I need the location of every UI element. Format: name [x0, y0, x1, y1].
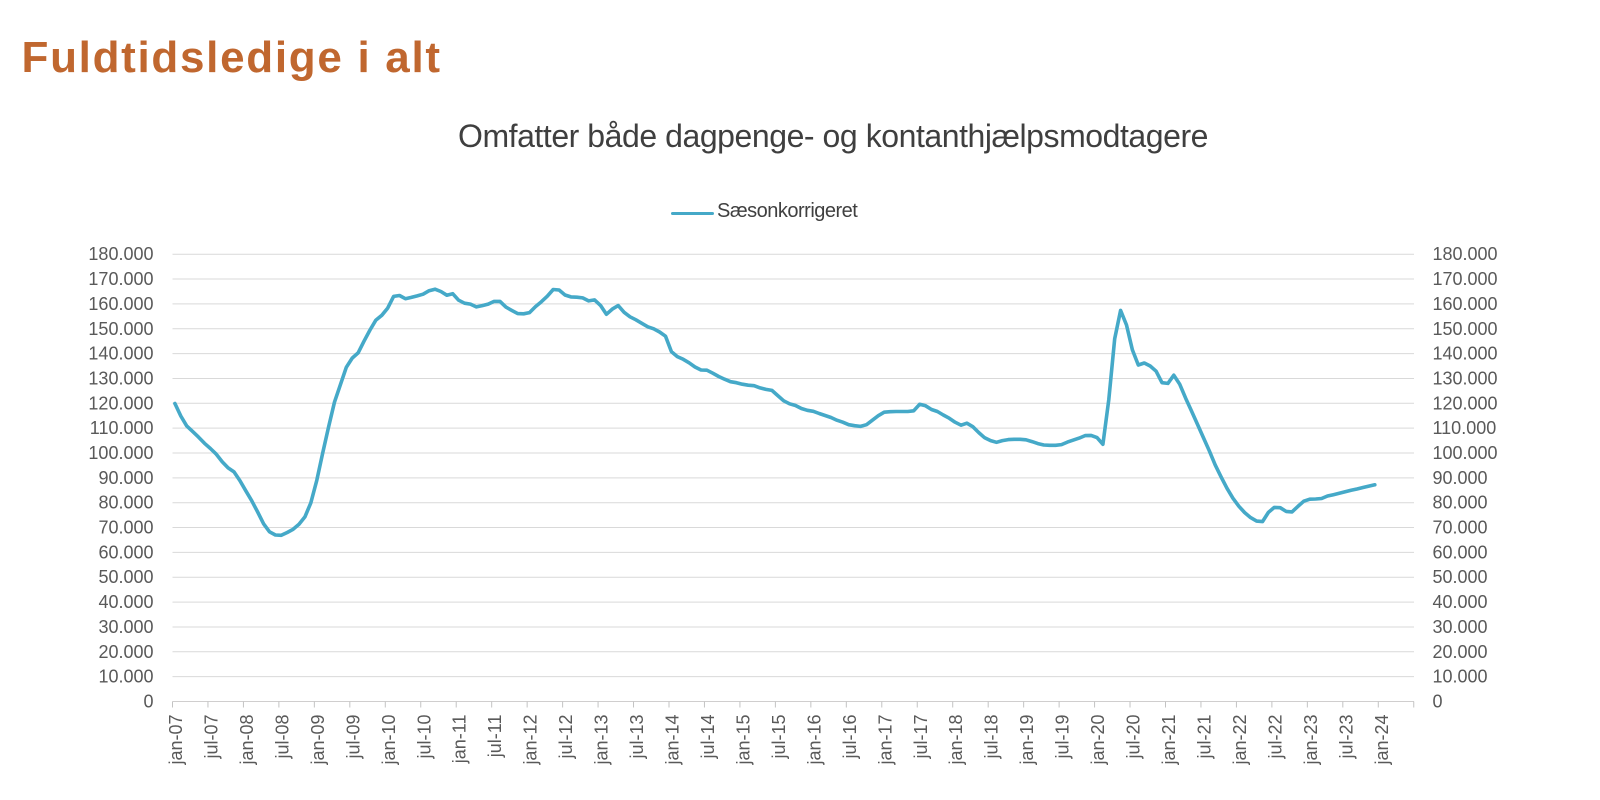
svg-text:jan-24: jan-24 — [1372, 715, 1392, 766]
svg-text:180.000: 180.000 — [88, 244, 153, 264]
svg-text:jan-20: jan-20 — [1088, 715, 1108, 766]
svg-text:50.000: 50.000 — [1433, 567, 1488, 587]
svg-text:jan-10: jan-10 — [379, 715, 399, 766]
svg-text:70.000: 70.000 — [1433, 518, 1488, 538]
svg-text:jul-08: jul-08 — [272, 715, 292, 760]
svg-text:100.000: 100.000 — [1433, 443, 1498, 463]
svg-text:jan-21: jan-21 — [1159, 715, 1179, 766]
svg-text:jan-14: jan-14 — [663, 715, 683, 766]
svg-text:jan-23: jan-23 — [1301, 715, 1321, 766]
svg-text:0: 0 — [143, 692, 153, 712]
svg-text:jul-07: jul-07 — [201, 715, 221, 760]
svg-text:120.000: 120.000 — [1433, 393, 1498, 413]
svg-text:jan-13: jan-13 — [592, 715, 612, 766]
svg-text:80.000: 80.000 — [1433, 493, 1488, 513]
svg-text:jan-17: jan-17 — [875, 715, 895, 766]
svg-text:60.000: 60.000 — [98, 542, 153, 562]
svg-text:120.000: 120.000 — [88, 393, 153, 413]
svg-text:160.000: 160.000 — [1433, 294, 1498, 314]
svg-text:150.000: 150.000 — [88, 319, 153, 339]
svg-text:90.000: 90.000 — [98, 468, 153, 488]
svg-text:110.000: 110.000 — [1433, 418, 1497, 438]
svg-text:170.000: 170.000 — [88, 269, 153, 289]
svg-text:jul-20: jul-20 — [1124, 715, 1144, 760]
svg-text:jul-13: jul-13 — [627, 715, 647, 760]
svg-text:jul-09: jul-09 — [343, 715, 363, 760]
svg-text:jan-11: jan-11 — [450, 715, 470, 765]
svg-text:jul-19: jul-19 — [1053, 715, 1073, 760]
svg-text:jul-14: jul-14 — [698, 715, 718, 760]
svg-text:0: 0 — [1433, 692, 1443, 712]
svg-text:jul-11: jul-11 — [485, 715, 505, 759]
svg-text:30.000: 30.000 — [98, 617, 153, 637]
svg-text:20.000: 20.000 — [98, 642, 153, 662]
svg-text:jan-09: jan-09 — [308, 715, 328, 766]
svg-text:40.000: 40.000 — [98, 592, 153, 612]
svg-text:jul-22: jul-22 — [1265, 715, 1285, 760]
svg-text:jan-22: jan-22 — [1230, 715, 1250, 766]
svg-text:jul-12: jul-12 — [556, 715, 576, 760]
svg-text:jan-07: jan-07 — [166, 715, 186, 766]
svg-text:10.000: 10.000 — [98, 667, 153, 687]
svg-text:jul-18: jul-18 — [982, 714, 1002, 759]
svg-text:jul-10: jul-10 — [414, 715, 434, 760]
svg-text:jan-15: jan-15 — [733, 715, 753, 766]
svg-text:140.000: 140.000 — [88, 344, 153, 364]
svg-text:jul-15: jul-15 — [769, 715, 789, 760]
svg-text:170.000: 170.000 — [1433, 269, 1498, 289]
svg-text:100.000: 100.000 — [88, 443, 153, 463]
svg-text:30.000: 30.000 — [1433, 617, 1488, 637]
svg-text:130.000: 130.000 — [1433, 368, 1498, 388]
svg-text:150.000: 150.000 — [1433, 319, 1498, 339]
svg-text:jan-18: jan-18 — [946, 715, 966, 766]
svg-text:jul-17: jul-17 — [911, 715, 931, 760]
svg-text:jan-19: jan-19 — [1017, 715, 1037, 766]
svg-text:jan-16: jan-16 — [804, 715, 824, 766]
svg-text:20.000: 20.000 — [1433, 642, 1488, 662]
svg-text:jan-12: jan-12 — [521, 715, 541, 766]
svg-text:90.000: 90.000 — [1433, 468, 1488, 488]
svg-text:180.000: 180.000 — [1433, 244, 1498, 264]
svg-text:110.000: 110.000 — [90, 418, 154, 438]
svg-text:160.000: 160.000 — [88, 294, 153, 314]
svg-text:40.000: 40.000 — [1433, 592, 1488, 612]
svg-text:130.000: 130.000 — [88, 368, 153, 388]
svg-text:jul-16: jul-16 — [840, 715, 860, 760]
svg-text:60.000: 60.000 — [1433, 542, 1488, 562]
svg-text:70.000: 70.000 — [98, 518, 153, 538]
svg-text:80.000: 80.000 — [98, 493, 153, 513]
svg-text:jan-08: jan-08 — [237, 715, 257, 766]
svg-text:10.000: 10.000 — [1433, 667, 1488, 687]
svg-text:140.000: 140.000 — [1433, 344, 1498, 364]
svg-text:jul-23: jul-23 — [1336, 715, 1356, 760]
svg-text:jul-21: jul-21 — [1194, 715, 1214, 760]
svg-text:50.000: 50.000 — [98, 567, 153, 587]
